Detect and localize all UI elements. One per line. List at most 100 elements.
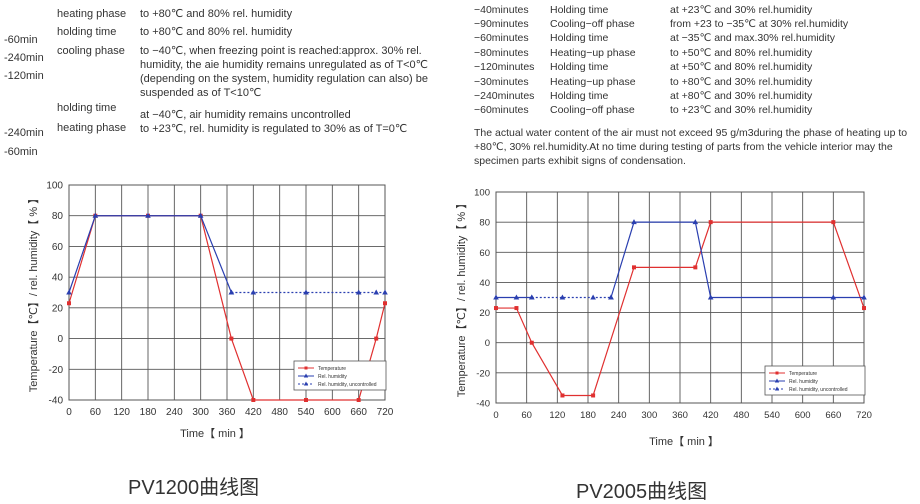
y-tick-label: 20	[479, 308, 490, 319]
x-axis-label: Time【 min 】	[180, 427, 250, 440]
data-point	[66, 289, 72, 295]
x-tick-label: 720	[856, 410, 872, 421]
side-time: -60min	[4, 146, 38, 158]
row-time: −80minutes	[474, 47, 529, 59]
data-point	[831, 220, 836, 225]
x-axis-label: Time【 min 】	[649, 435, 719, 448]
row-phase: Cooling−off phase	[550, 18, 635, 30]
data-point	[862, 306, 866, 311]
row-desc: at −35℃ and max.30% rel.humidity	[670, 32, 836, 44]
x-tick-label: 240	[166, 407, 183, 418]
pv1200-caption: PV1200曲线图	[128, 477, 260, 499]
condensation-note: The actual water content of the air must…	[474, 127, 908, 167]
legend-marker	[774, 378, 780, 383]
side-time: -120min	[4, 70, 44, 82]
data-point	[529, 340, 534, 345]
x-tick-label: 540	[298, 407, 315, 418]
data-point	[528, 294, 535, 300]
x-tick-label: 480	[271, 407, 288, 418]
row-phase: Holding time	[550, 90, 609, 102]
x-tick-label: 240	[611, 410, 627, 421]
data-point	[493, 294, 499, 300]
row-time: −240minutes	[474, 90, 535, 102]
y-tick-label: 0	[485, 338, 490, 349]
y-tick-label: 100	[46, 181, 63, 192]
y-axis-label: Temperature【℃】/ rel. humidity【 % 】	[455, 198, 468, 397]
y-tick-label: 100	[474, 188, 490, 199]
x-tick-label: 420	[703, 410, 719, 421]
data-point	[591, 393, 596, 398]
row-phase: Heating−up phase	[550, 76, 636, 88]
data-point	[304, 398, 308, 402]
phase-label: cooling phase	[57, 45, 125, 57]
row-phase: Holding time	[550, 61, 609, 73]
data-point	[693, 265, 698, 270]
phase-desc: at −40℃, air humidity remains uncontroll…	[140, 109, 351, 121]
data-point	[590, 294, 596, 300]
legend-label: Rel. humidity, uncontrolled	[318, 382, 377, 388]
data-point	[373, 289, 380, 295]
data-point	[355, 289, 362, 295]
row-phase: Cooling−off phase	[550, 104, 635, 116]
side-time: -60min	[4, 34, 38, 46]
legend-label: Rel. humidity	[318, 374, 347, 380]
x-tick-label: 360	[219, 407, 236, 418]
phase-label: holding time	[57, 102, 117, 114]
x-tick-label: 660	[350, 407, 367, 418]
phase-label: heating phase	[57, 8, 127, 20]
row-desc: at +80℃ and 30% rel.humidity	[670, 90, 813, 102]
row-phase: Heating−up phase	[550, 47, 636, 59]
side-time: -240min	[4, 52, 44, 64]
y-axis-label: Temperature【℃】/ rel. humidity【 % 】	[27, 193, 40, 392]
legend-marker	[775, 371, 779, 375]
data-point	[494, 306, 498, 311]
row-time: −60minutes	[474, 104, 529, 116]
data-point	[560, 393, 565, 398]
series-line	[496, 221, 865, 397]
data-point	[251, 398, 256, 402]
y-tick-label: 60	[479, 248, 490, 259]
data-point	[559, 294, 566, 300]
legend-label: Temperature	[318, 366, 346, 372]
x-tick-label: 420	[245, 407, 262, 418]
data-point	[383, 301, 387, 306]
legend-marker	[774, 386, 780, 391]
data-point	[513, 294, 520, 300]
data-point	[830, 294, 837, 300]
y-tick-label: 20	[52, 303, 64, 314]
data-point	[356, 398, 361, 402]
data-point	[229, 336, 234, 341]
row-time: −30minutes	[474, 76, 529, 88]
data-point	[514, 306, 519, 311]
row-phase: Holding time	[550, 4, 609, 16]
data-point	[67, 301, 71, 306]
x-tick-label: 540	[764, 410, 780, 421]
legend-label: Temperature	[789, 371, 817, 377]
row-desc: from +23 to −35℃ at 30% rel.humidity	[670, 18, 849, 30]
data-point	[303, 289, 309, 295]
row-desc: to +23℃ and 30% rel.humidity	[670, 104, 813, 116]
row-time: −120minutes	[474, 61, 535, 73]
phase-desc: to +80℃ and 80% rel. humidity	[140, 26, 293, 38]
data-point	[382, 289, 388, 295]
row-desc: at +23℃ and 30% rel.humidity	[670, 4, 813, 16]
x-tick-label: 0	[66, 407, 72, 418]
data-point	[692, 219, 699, 225]
x-tick-label: 600	[795, 410, 811, 421]
data-point	[631, 219, 637, 225]
x-tick-label: 660	[825, 410, 841, 421]
legend-label: Rel. humidity	[789, 379, 818, 385]
y-tick-label: 0	[57, 334, 63, 345]
x-tick-label: 120	[113, 407, 130, 418]
row-time: −90minutes	[474, 18, 529, 30]
row-time: −60minutes	[474, 32, 529, 44]
data-point	[250, 289, 257, 295]
pv2005-caption: PV2005曲线图	[576, 481, 708, 503]
y-tick-label: 40	[52, 273, 64, 284]
phase-desc: to +23℃, rel. humidity is regulated to 3…	[140, 123, 408, 135]
y-tick-label: -40	[49, 396, 64, 407]
row-time: −40minutes	[474, 4, 529, 16]
phase-desc: to −40℃, when freezing point is reached:…	[140, 45, 429, 99]
x-tick-label: 120	[549, 410, 565, 421]
